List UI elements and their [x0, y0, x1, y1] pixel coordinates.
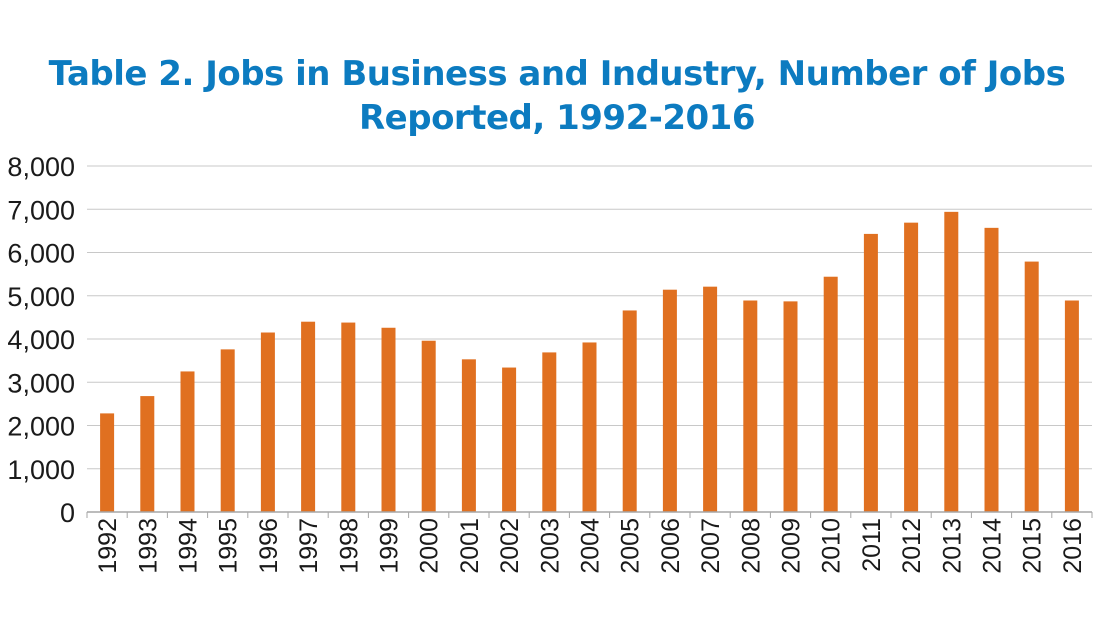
y-tick-label: 6,000 — [7, 239, 75, 269]
x-tick-label: 2006 — [657, 518, 685, 574]
y-tick-label: 0 — [60, 498, 75, 528]
bar — [100, 413, 115, 512]
bar — [944, 211, 959, 512]
bar — [823, 276, 838, 512]
bar — [662, 289, 677, 512]
bar — [582, 342, 597, 512]
x-tick-label: 2010 — [818, 518, 846, 574]
x-tick-label: 2009 — [778, 518, 806, 574]
y-tick-label: 1,000 — [7, 455, 75, 485]
x-tick-label: 2013 — [938, 518, 966, 574]
x-tick-label: 2001 — [456, 518, 484, 574]
x-tick-label: 1996 — [255, 518, 283, 574]
bar — [703, 286, 718, 512]
bar — [622, 310, 637, 512]
y-tick-label: 4,000 — [7, 325, 75, 355]
y-tick-label: 8,000 — [7, 152, 75, 182]
bar — [341, 322, 356, 512]
bar — [260, 332, 275, 512]
bar — [381, 327, 396, 512]
x-tick-label: 2003 — [536, 518, 564, 574]
bar — [301, 321, 316, 512]
x-tick-label: 2015 — [1019, 518, 1047, 574]
x-tick-label: 2007 — [697, 518, 725, 574]
x-tick-label: 2002 — [496, 518, 524, 574]
x-tick-label: 1998 — [335, 518, 363, 574]
y-tick-label: 3,000 — [7, 368, 75, 398]
x-tick-label: 2000 — [416, 518, 444, 574]
x-tick-label: 1995 — [215, 518, 243, 574]
x-tick-label: 1999 — [376, 518, 404, 574]
bar — [180, 371, 195, 512]
bar — [140, 396, 155, 512]
x-tick-label: 1993 — [134, 518, 162, 574]
bar — [1064, 300, 1079, 512]
x-tick-label: 2005 — [617, 518, 645, 574]
bar — [904, 222, 919, 512]
bar — [783, 301, 798, 512]
chart-title-line-2: Reported, 1992-2016 — [359, 98, 755, 138]
x-tick-label: 2012 — [898, 518, 926, 574]
bar — [1024, 261, 1039, 512]
x-tick-label: 1997 — [295, 518, 323, 574]
bar — [743, 300, 758, 512]
y-tick-label: 7,000 — [7, 195, 75, 225]
chart-title: Table 2. Jobs in Business and Industry, … — [0, 52, 1114, 140]
chart-title-line-1: Table 2. Jobs in Business and Industry, … — [48, 54, 1066, 94]
bar — [421, 340, 436, 512]
y-tick-label: 2,000 — [7, 412, 75, 442]
bar — [220, 349, 235, 512]
x-tick-label: 2008 — [737, 518, 765, 574]
x-tick-label: 2004 — [577, 518, 605, 574]
bar — [461, 359, 476, 512]
x-tick-label: 1994 — [175, 518, 203, 574]
x-tick-label: 2011 — [858, 518, 886, 572]
x-tick-label: 2014 — [979, 518, 1007, 574]
x-tick-label: 1992 — [94, 518, 122, 574]
bar — [863, 233, 878, 512]
bar — [984, 227, 999, 512]
x-tick-label: 2016 — [1059, 518, 1087, 574]
y-tick-label: 5,000 — [7, 282, 75, 312]
bar — [542, 352, 557, 512]
bar — [502, 367, 517, 512]
